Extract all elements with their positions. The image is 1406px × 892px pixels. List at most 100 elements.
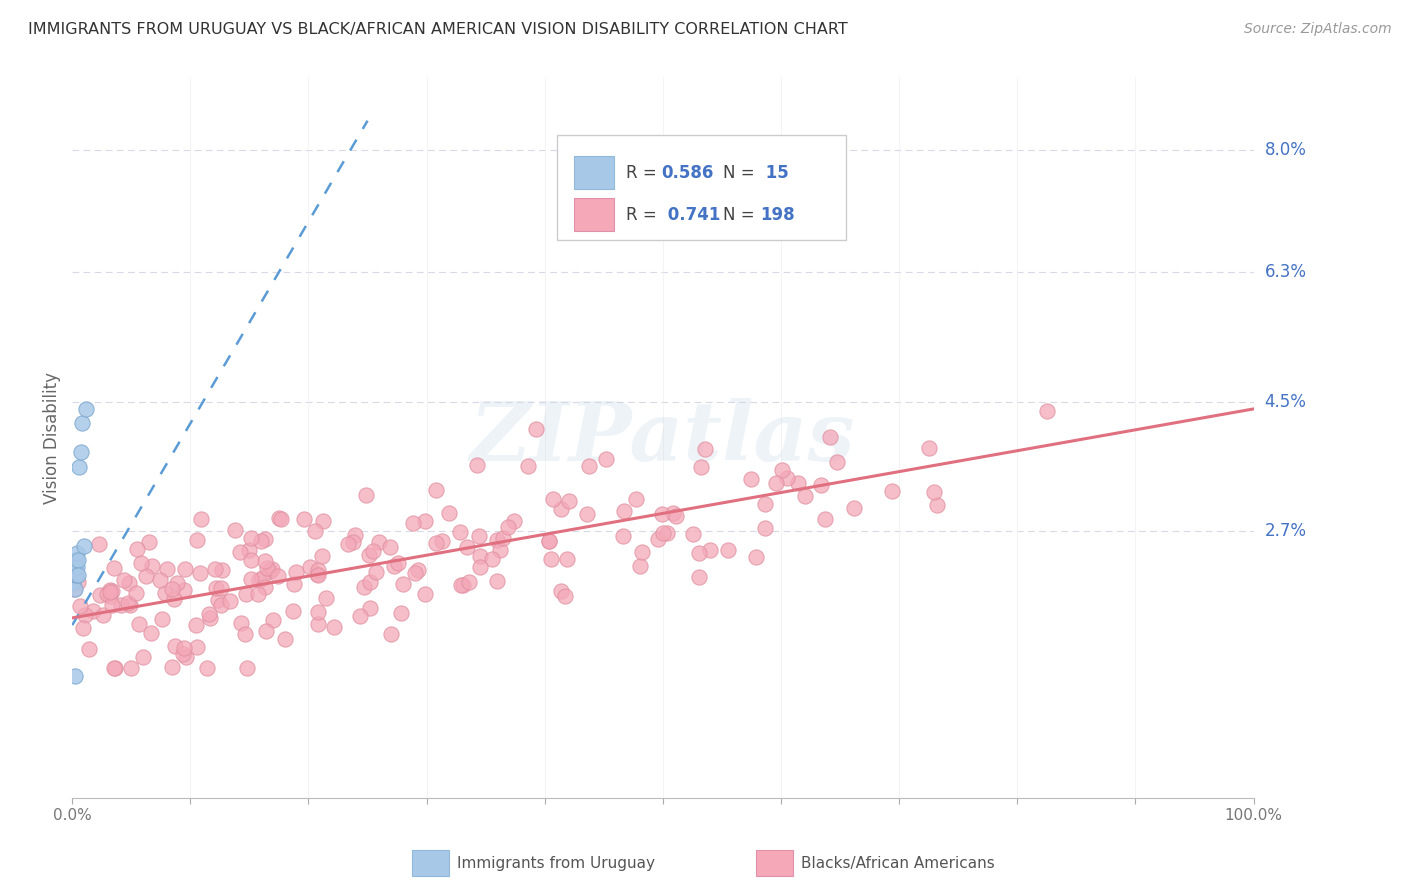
Point: [595, 452, 617, 467]
Point: [91, 607, 114, 622]
Point: [267, 569, 290, 583]
Point: [492, 531, 515, 545]
Point: [456, 540, 478, 554]
Point: [344, 527, 367, 541]
Point: [765, 475, 787, 490]
Point: [647, 532, 669, 546]
Point: [69, 599, 91, 613]
Point: [305, 567, 328, 582]
Text: 0.586: 0.586: [662, 164, 714, 182]
Point: [254, 624, 277, 638]
Point: [249, 534, 271, 549]
FancyBboxPatch shape: [557, 135, 846, 240]
Point: [62, 582, 84, 597]
Point: [361, 543, 384, 558]
Point: [67, 567, 90, 582]
Text: IMMIGRANTS FROM URUGUAY VS BLACK/AFRICAN AMERICAN VISION DISABILITY CORRELATION : IMMIGRANTS FROM URUGUAY VS BLACK/AFRICAN…: [28, 22, 848, 37]
Point: [364, 565, 387, 579]
Point: [359, 574, 381, 589]
Point: [538, 534, 561, 549]
Point: [127, 541, 149, 556]
Point: [367, 534, 389, 549]
Point: [450, 578, 472, 592]
Point: [665, 508, 688, 523]
Point: [449, 524, 471, 539]
Point: [922, 484, 945, 499]
Point: [219, 594, 242, 608]
Point: [63, 582, 86, 596]
Point: [131, 556, 153, 570]
Point: [485, 533, 508, 547]
Point: [359, 601, 381, 615]
Point: [408, 563, 430, 577]
Point: [65, 567, 87, 582]
Point: [787, 475, 810, 490]
Point: [238, 543, 260, 558]
Point: [925, 498, 948, 512]
Point: [153, 585, 176, 599]
Point: [342, 534, 364, 549]
Point: [555, 551, 578, 566]
Point: [402, 516, 425, 530]
Point: [315, 591, 337, 606]
Point: [283, 577, 305, 591]
Point: [880, 483, 903, 498]
Point: [138, 534, 160, 549]
Point: [72, 621, 94, 635]
Point: [163, 591, 186, 606]
Point: [198, 607, 221, 621]
Text: N =: N =: [723, 205, 761, 224]
Text: 15: 15: [759, 164, 789, 182]
Point: [270, 512, 292, 526]
Point: [794, 489, 817, 503]
Point: [209, 598, 232, 612]
Point: [103, 561, 125, 575]
Point: [100, 583, 122, 598]
Point: [112, 573, 135, 587]
Text: 6.3%: 6.3%: [1264, 263, 1306, 281]
Point: [235, 587, 257, 601]
Point: [163, 639, 186, 653]
Text: N =: N =: [723, 164, 761, 182]
Point: [918, 442, 941, 456]
Point: [745, 549, 768, 564]
Point: [253, 554, 276, 568]
Point: [190, 512, 212, 526]
Point: [392, 577, 415, 591]
Point: [307, 616, 329, 631]
Point: [66, 546, 89, 560]
Point: [240, 531, 263, 545]
Point: [688, 546, 710, 560]
Point: [776, 471, 799, 485]
Point: [540, 551, 562, 566]
Point: [690, 460, 713, 475]
Point: [173, 641, 195, 656]
Point: [517, 459, 540, 474]
Point: [89, 587, 111, 601]
Point: [378, 541, 401, 555]
Point: [247, 574, 270, 588]
Point: [307, 568, 329, 582]
Point: [110, 598, 132, 612]
Point: [239, 552, 262, 566]
Point: [810, 478, 832, 492]
Point: [470, 549, 492, 564]
FancyBboxPatch shape: [574, 198, 614, 231]
Point: [70, 417, 93, 431]
Point: [82, 604, 104, 618]
Point: [96, 586, 118, 600]
Text: R =: R =: [626, 164, 662, 182]
Point: [628, 558, 651, 573]
Point: [101, 598, 124, 612]
Point: [205, 581, 228, 595]
Point: [481, 552, 503, 566]
Point: [354, 488, 377, 502]
Text: R =: R =: [626, 205, 662, 224]
Point: [273, 632, 295, 646]
Point: [550, 583, 572, 598]
Point: [413, 587, 436, 601]
Point: [430, 533, 453, 548]
Point: [207, 593, 229, 607]
Point: [699, 543, 721, 558]
Point: [236, 661, 259, 675]
